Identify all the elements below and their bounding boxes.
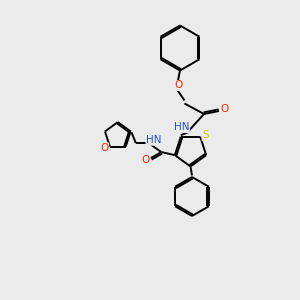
- Text: O: O: [141, 154, 149, 165]
- Text: HN: HN: [146, 135, 162, 145]
- Text: HN: HN: [174, 122, 189, 133]
- Text: O: O: [174, 80, 183, 91]
- Text: O: O: [220, 104, 229, 115]
- Text: O: O: [100, 143, 109, 153]
- Text: S: S: [202, 130, 208, 140]
